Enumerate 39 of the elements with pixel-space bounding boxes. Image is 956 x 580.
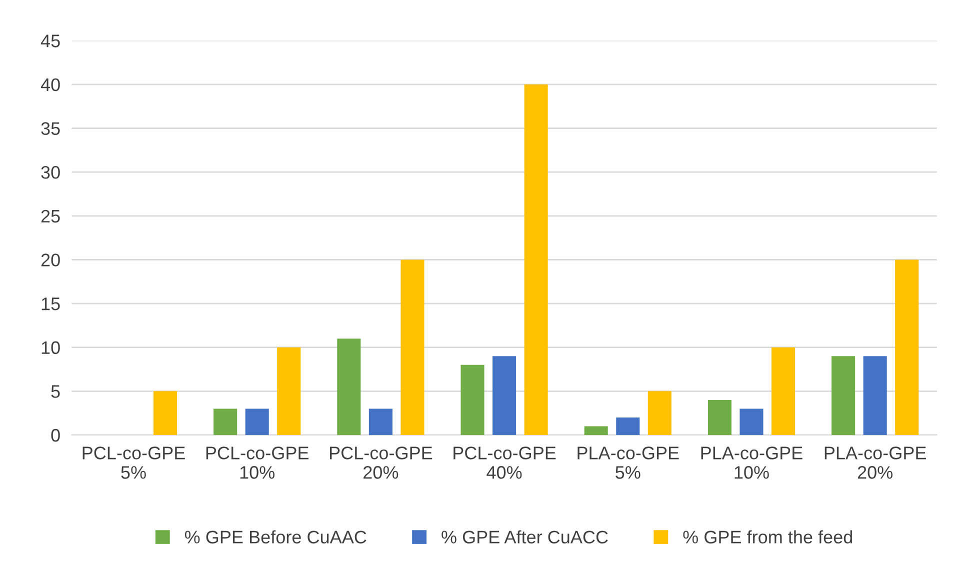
x-tick-label: PCL-co-GPE 5%: [82, 446, 185, 479]
bar: [863, 356, 887, 435]
legend-label: % GPE Before CuAAC: [184, 530, 366, 544]
y-tick-label: 40: [40, 78, 60, 92]
legend-label: % GPE from the feed: [683, 530, 852, 544]
bar: [277, 347, 301, 435]
bar: [584, 426, 608, 435]
bar: [708, 400, 732, 435]
y-tick-label: 30: [41, 166, 60, 179]
x-tick-label: PLA-co-GPE 10%: [701, 446, 802, 479]
bar: [245, 408, 269, 435]
bar: [368, 408, 392, 435]
bar: [400, 260, 424, 435]
bar: [524, 84, 548, 435]
bar: [832, 356, 856, 435]
y-tick-label: 35: [41, 122, 60, 135]
bar: [740, 408, 764, 435]
y-tick-label: 15: [42, 298, 60, 310]
y-tick-label: 5: [51, 385, 60, 398]
bar: [771, 347, 796, 435]
bar: [460, 364, 484, 435]
x-tick-label: PCL-co-GPE 40%: [454, 446, 556, 479]
bar: [154, 391, 178, 435]
y-tick-label: 10: [42, 341, 60, 354]
y-tick-label: 0: [51, 428, 60, 442]
x-tick-label: PLA-co-GPE 20%: [824, 446, 926, 479]
bar: [648, 391, 672, 435]
y-tick-label: 25: [41, 210, 60, 223]
y-tick-label: 20: [41, 254, 60, 266]
legend-label: % GPE After CuACC: [442, 530, 608, 544]
bar: [492, 356, 516, 435]
x-tick-label: PLA-co-GPE 5%: [578, 446, 679, 479]
y-tick-label: 45: [40, 34, 60, 48]
bar: [616, 417, 640, 435]
bar: [337, 338, 361, 435]
x-tick-label: PCL-co-GPE 10%: [206, 446, 308, 479]
x-tick-label: PCL-co-GPE 20%: [330, 446, 432, 479]
bar: [895, 260, 919, 435]
bar: [214, 408, 238, 435]
